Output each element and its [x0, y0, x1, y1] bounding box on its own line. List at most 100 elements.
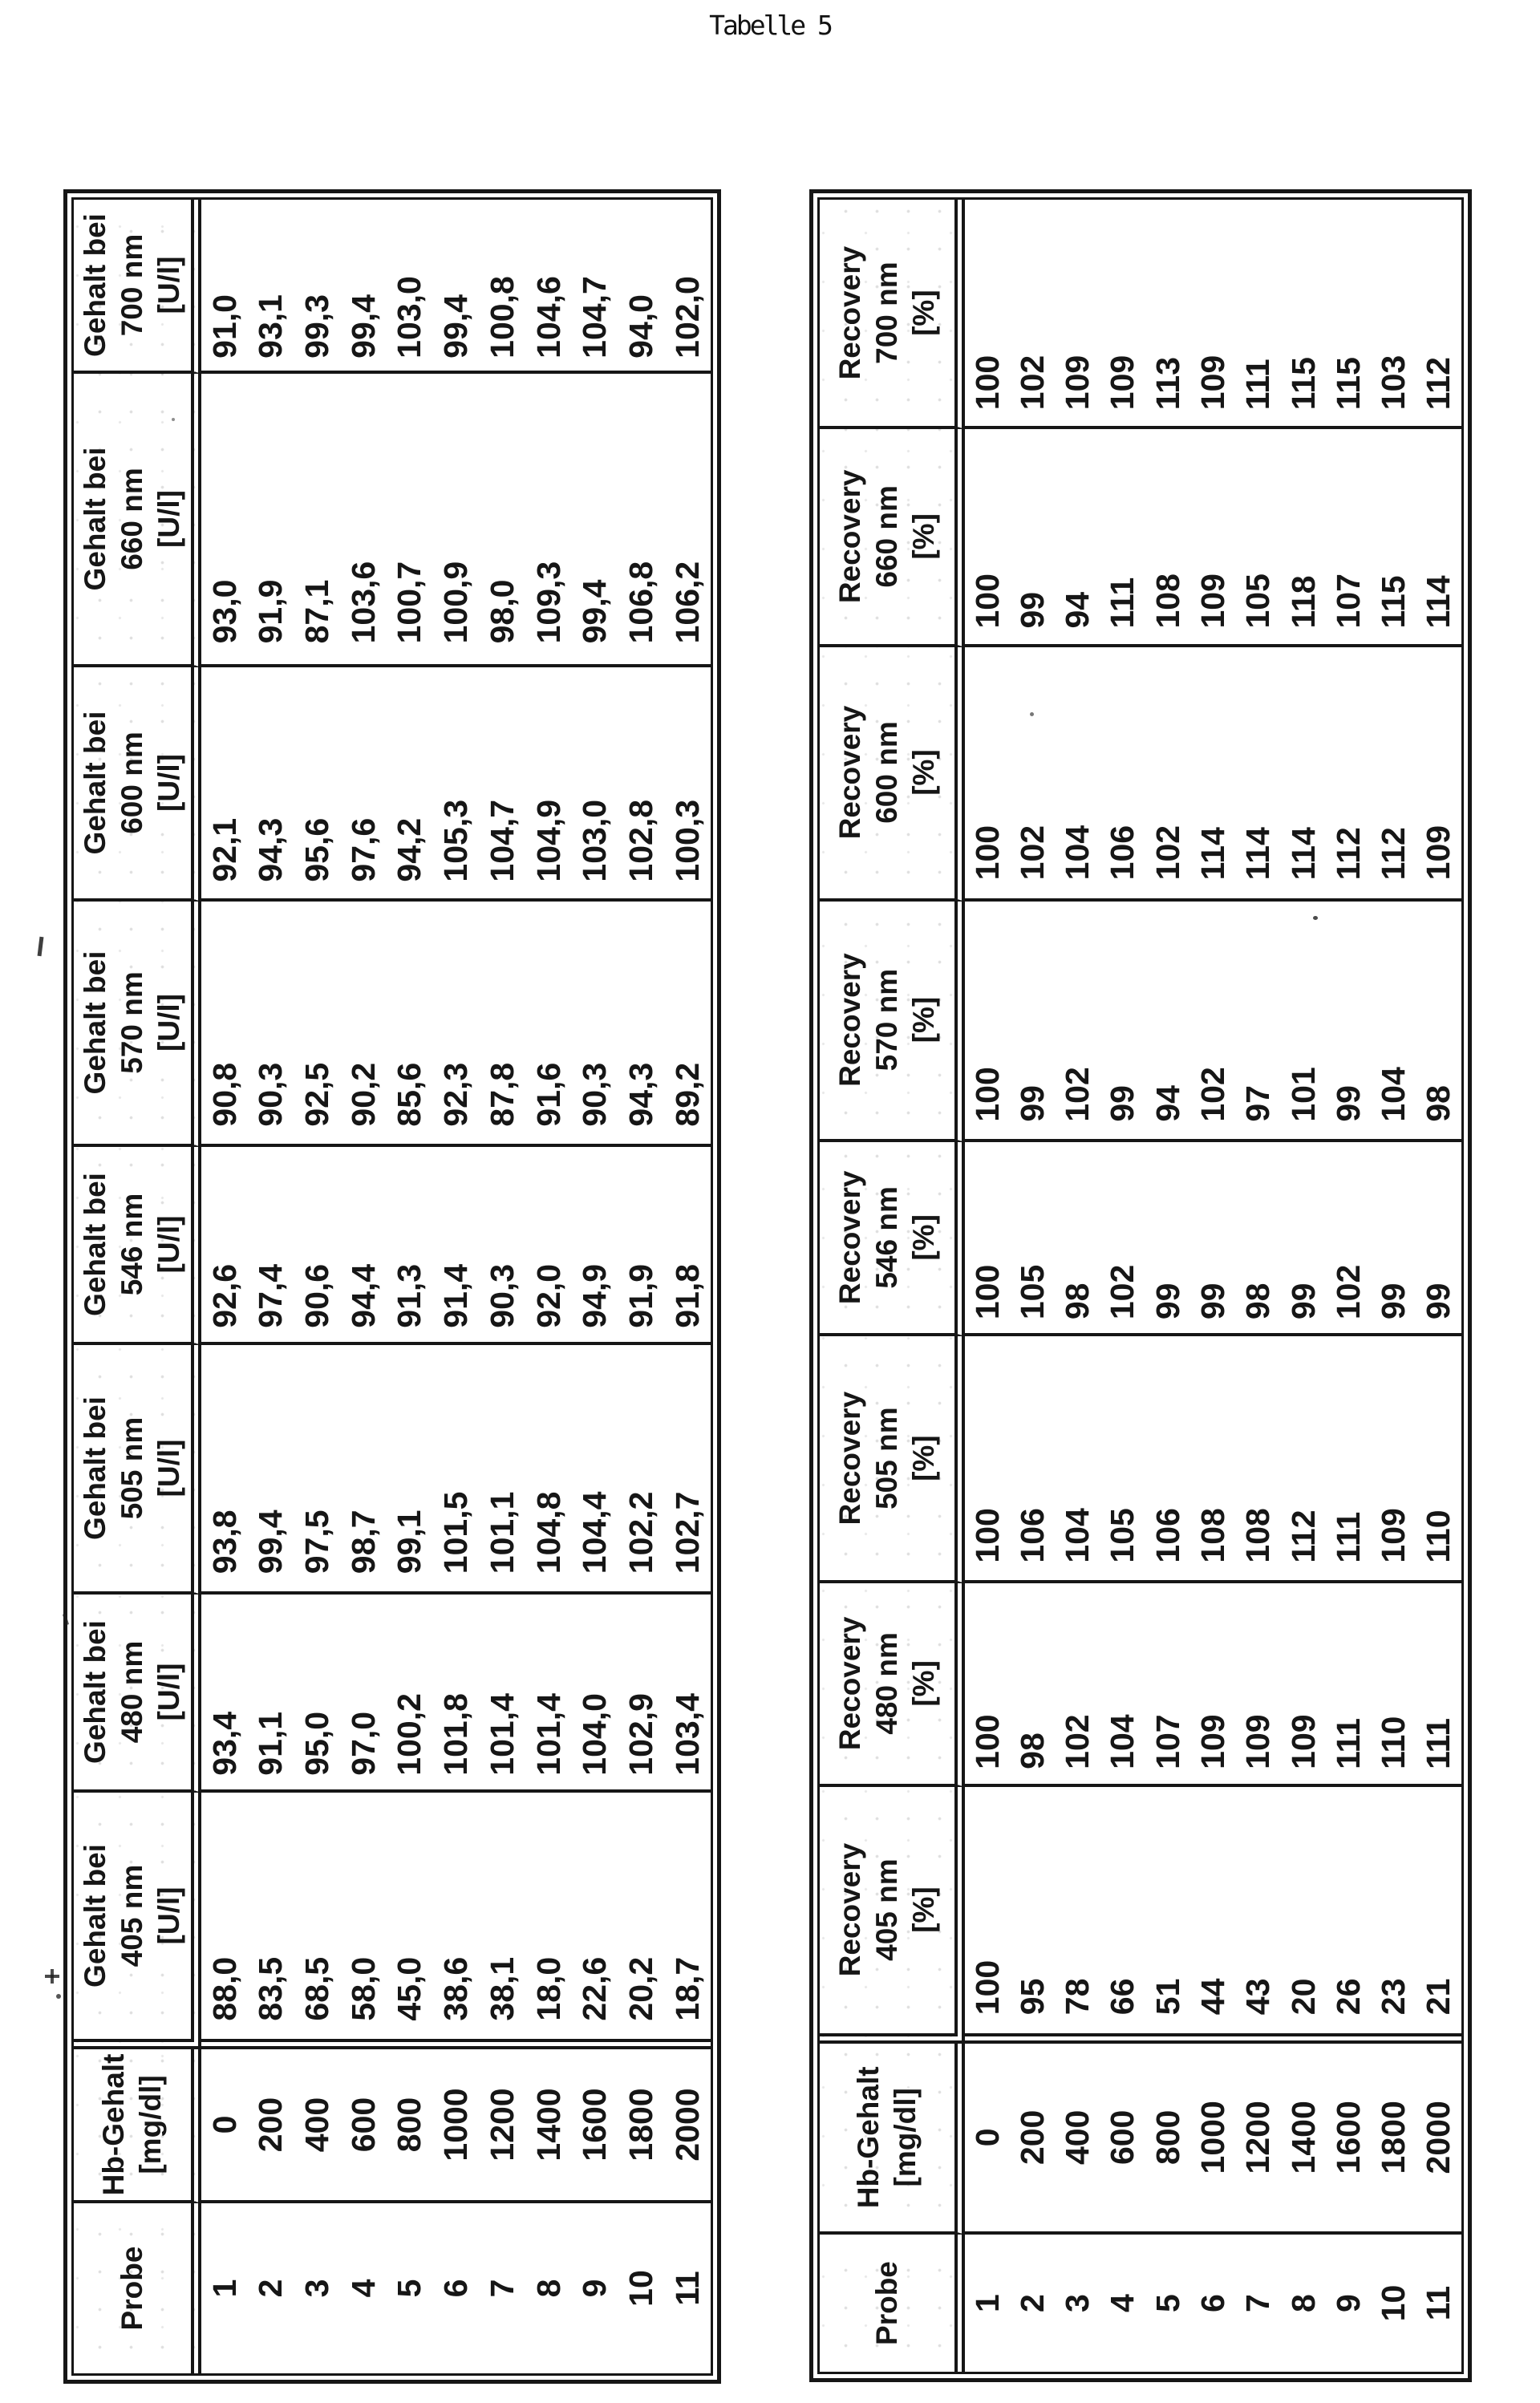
- column-header-line: [U/l]: [152, 994, 186, 1052]
- table-cell: 94: [1145, 901, 1191, 1142]
- table-cell: 38,1: [479, 1793, 526, 2049]
- table-cell: 115: [1280, 200, 1327, 430]
- table-cell: 99,4: [432, 200, 480, 374]
- table-cell: 97,5: [294, 1345, 341, 1595]
- table-cell: 26: [1326, 1786, 1372, 2044]
- column-header-line: [U/l]: [152, 1663, 186, 1721]
- table-cell: 20,2: [618, 1793, 665, 2049]
- table-cell: 200: [247, 2049, 294, 2203]
- table-cell: 89,2: [664, 902, 711, 1147]
- table-cell: 1000: [432, 2049, 480, 2203]
- table-cell: 99: [1280, 1141, 1327, 1337]
- table-cell: 1800: [1371, 2043, 1416, 2235]
- column-header-line: Recovery: [833, 1842, 866, 1977]
- table-cell: 102,0: [664, 200, 711, 374]
- table-cell: 99,4: [571, 374, 618, 667]
- table-cell: 100: [964, 1583, 1011, 1787]
- table-cell: 102: [1326, 1141, 1372, 1337]
- table-cell: 1400: [525, 2049, 572, 2203]
- table-cell: 0: [964, 2043, 1011, 2235]
- table-cell: 9: [576, 2279, 614, 2298]
- column-header: Gehalt bei 660 nm [U/l]: [74, 374, 202, 667]
- table-cell: 112: [1326, 646, 1372, 902]
- table-cell: 118: [1280, 429, 1327, 647]
- column-header-line: [U/l]: [152, 754, 186, 812]
- table-cell: 102: [1010, 646, 1056, 902]
- table-cell: 109: [1190, 1583, 1236, 1787]
- column-header-line: Gehalt bei: [79, 1396, 112, 1540]
- table-cell: 100,9: [432, 374, 480, 667]
- table-cell: 1: [205, 2279, 243, 2298]
- table-cell: 20: [1280, 1786, 1327, 2044]
- column-header: Gehalt bei 600 nm [U/l]: [74, 667, 202, 902]
- column-header-line: 546 nm: [869, 1186, 903, 1289]
- table-cell: 91,9: [618, 1147, 665, 1345]
- table-cell: 105: [1100, 1336, 1146, 1584]
- table-cell: 109: [1280, 1583, 1327, 1787]
- table-cell: 99: [1326, 901, 1372, 1142]
- table-cell: 97: [1235, 901, 1281, 1142]
- table-cell: 95,6: [294, 667, 341, 902]
- table-cell: 110: [1371, 1583, 1416, 1787]
- table-cell: 44: [1190, 1786, 1236, 2044]
- column-header: Gehalt bei 700 nm [U/l]: [74, 200, 202, 374]
- column-header-line: 660 nm: [116, 468, 149, 570]
- table-cell: 90,3: [479, 1147, 526, 1345]
- table-cell: 91,3: [387, 1147, 433, 1345]
- table-cell: 91,9: [247, 374, 294, 667]
- column-header: Gehalt bei 405 nm [U/l]: [74, 1793, 202, 2049]
- gehalt-table-grid: Probe Hb-Gehalt [mg/dl] Gehalt bei 405 nm [U/…: [74, 200, 711, 2373]
- table-cell: 102,7: [664, 1345, 711, 1595]
- table-cell: 5: [1149, 2294, 1186, 2312]
- column-header-line: [%]: [906, 1886, 940, 1933]
- column-header: Gehalt bei 570 nm [U/l]: [74, 902, 202, 1147]
- table-cell: 99: [1190, 1141, 1236, 1337]
- table-cell: 1600: [571, 2049, 618, 2203]
- table-cell: 107: [1145, 1583, 1191, 1787]
- column-header: Recovery 405 nm [%]: [820, 1786, 965, 2044]
- table-cell: 101,1: [479, 1345, 526, 1595]
- table-cell: 104: [1100, 1583, 1146, 1787]
- table-cell: 90,3: [247, 902, 294, 1147]
- table-cell: 101,4: [525, 1595, 572, 1793]
- column-header-line: Recovery: [833, 469, 866, 604]
- table-cell: 93,8: [201, 1345, 248, 1595]
- column-header-line: Recovery: [833, 1170, 866, 1305]
- table-cell: 102: [1010, 200, 1056, 430]
- column-header: Recovery 505 nm [%]: [820, 1336, 965, 1584]
- table-cell: 58,0: [340, 1793, 387, 2049]
- table-cell: 92,5: [294, 902, 341, 1147]
- table-cell: 105: [1235, 429, 1281, 647]
- table-cell: 5: [391, 2279, 428, 2298]
- table-cell: 106: [1145, 1336, 1191, 1584]
- table-cell: 7: [1239, 2294, 1277, 2312]
- table-cell: 6: [437, 2279, 475, 2298]
- table-cell: 114: [1190, 646, 1236, 902]
- column-header-line: Gehalt bei: [79, 213, 112, 357]
- table-cell: 108: [1145, 429, 1191, 647]
- table-cell: 78: [1055, 1786, 1100, 2044]
- table-cell: 111: [1416, 1583, 1461, 1787]
- table-cell: 2: [1013, 2294, 1051, 2312]
- table-cell: 104: [1055, 1336, 1100, 1584]
- column-header: Recovery 480 nm [%]: [820, 1583, 965, 1787]
- column-header: Recovery 660 nm [%]: [820, 429, 965, 647]
- table-cell: 10: [1375, 2284, 1412, 2322]
- table-cell: 101,4: [479, 1595, 526, 1793]
- column-header-line: [%]: [906, 513, 940, 560]
- column-header-line: 480 nm: [116, 1640, 149, 1744]
- table-cell: 102: [1145, 646, 1191, 902]
- scan-speck: [1030, 712, 1034, 716]
- table-cell: 101,5: [432, 1345, 480, 1595]
- table-cell: 800: [1145, 2043, 1191, 2235]
- table-cell: 104,7: [571, 200, 618, 374]
- table-cell: 43: [1235, 1786, 1281, 2044]
- table-cell: 91,1: [247, 1595, 294, 1793]
- table-cell: 400: [294, 2049, 341, 2203]
- column-header-line: [%]: [906, 1435, 940, 1481]
- table-cell: 93,1: [247, 200, 294, 374]
- table-cell: 6: [1194, 2294, 1231, 2312]
- table-cell: 103,4: [664, 1595, 711, 1793]
- scan-artifact: [51, 1969, 54, 1984]
- scan-speck: [1313, 916, 1318, 920]
